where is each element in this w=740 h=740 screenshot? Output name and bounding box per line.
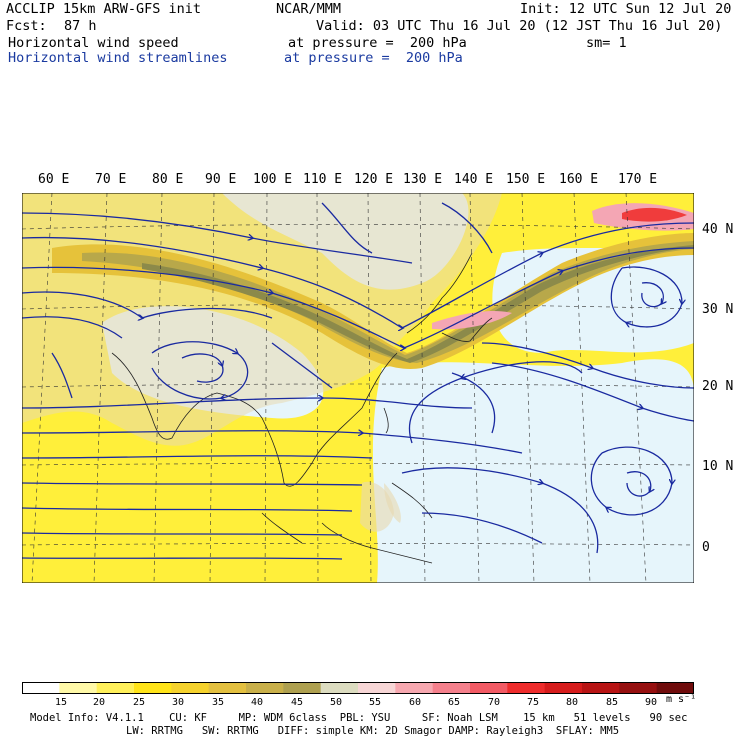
colorbar-tick: 90: [645, 697, 658, 708]
lon-label: 60 E: [38, 172, 70, 187]
valid-time: Valid: 03 UTC Thu 16 Jul 20 (12 JST Thu …: [316, 18, 723, 34]
lon-label: 160 E: [559, 172, 599, 187]
wind-map: [22, 193, 694, 583]
colorbar-tick: 50: [330, 697, 343, 708]
model-title: ACCLIP 15km ARW-GFS init: [6, 1, 202, 17]
colorbar-border: [22, 682, 694, 694]
colorbar-swatch: [507, 682, 546, 694]
colorbar-swatch: [582, 682, 620, 694]
jet-streak-gold: [52, 233, 694, 369]
colorbar-tick: 85: [606, 697, 619, 708]
colorbar-swatch: [656, 682, 694, 694]
colorbar-swatch: [544, 682, 583, 694]
colorbar-tick: 70: [488, 697, 501, 708]
institution: NCAR/MMM: [276, 1, 342, 17]
lat-label: 30 N: [702, 302, 734, 317]
lon-label: 80 E: [152, 172, 184, 187]
colorbar-swatch: [22, 682, 60, 694]
lon-label: 100 E: [253, 172, 293, 187]
wind-speed-colorbar: [22, 682, 694, 694]
lon-label: 150 E: [506, 172, 546, 187]
colorbar-swatch: [619, 682, 658, 694]
lat-label: 40 N: [702, 222, 734, 237]
colorbar-swatch: [171, 682, 210, 694]
colorbar-swatch: [283, 682, 322, 694]
lon-label: 120 E: [354, 172, 394, 187]
lon-label: 70 E: [95, 172, 127, 187]
colorbar-swatch: [208, 682, 247, 694]
land-philippines: [384, 483, 401, 523]
colorbar-swatch: [246, 682, 284, 694]
lon-label: 170 E: [618, 172, 658, 187]
field-wind-speed-level: at pressure = 200 hPa: [288, 35, 467, 51]
field-streamlines: Horizontal wind streamlines: [8, 50, 228, 66]
colorbar-tick: 35: [212, 697, 225, 708]
forecast-hours: 87 h: [64, 18, 97, 34]
lat-label: 10 N: [702, 459, 734, 474]
colorbar-tick: 65: [448, 697, 461, 708]
colorbar-swatch: [470, 682, 508, 694]
field-streamlines-level: at pressure = 200 hPa: [284, 50, 463, 66]
colorbar-tick: 80: [566, 697, 579, 708]
colorbar-tick: 20: [93, 697, 106, 708]
field-wind-speed: Horizontal wind speed: [8, 35, 179, 51]
colorbar-tick: 45: [291, 697, 304, 708]
lon-label: 110 E: [303, 172, 343, 187]
colorbar-tick: 60: [409, 697, 422, 708]
colorbar-tick: 75: [527, 697, 540, 708]
colorbar-tick: 25: [133, 697, 146, 708]
lon-label: 90 E: [205, 172, 237, 187]
colorbar-swatch: [96, 682, 135, 694]
colorbar-tick: 30: [172, 697, 185, 708]
colorbar-tick: 15: [55, 697, 68, 708]
lon-label: 130 E: [403, 172, 443, 187]
colorbar-tick: 55: [369, 697, 382, 708]
smoothing-value: sm= 1: [586, 35, 627, 51]
colorbar-swatch: [432, 682, 471, 694]
init-time: Init: 12 UTC Sun 12 Jul 20: [520, 1, 732, 17]
colorbar-swatch: [320, 682, 359, 694]
colorbar-swatch: [59, 682, 98, 694]
physics-info: LW: RRTMG SW: RRTMG DIFF: simple KM: 2D …: [126, 725, 620, 737]
streamlines: [22, 202, 694, 560]
model-info: Model Info: V4.1.1 CU: KF MP: WDM 6class…: [30, 712, 688, 724]
colorbar-units: m s⁻¹: [666, 694, 697, 705]
lat-label: 20 N: [702, 379, 734, 394]
colorbar-swatch: [395, 682, 434, 694]
jet-core-dark-olive: [142, 245, 694, 363]
colorbar-tick: 40: [251, 697, 264, 708]
lon-label: 140 E: [454, 172, 494, 187]
forecast-label: Fcst:: [6, 18, 47, 34]
wind-max-core: [622, 207, 687, 222]
colorbar-swatch: [134, 682, 172, 694]
calm-region-pacific: [372, 359, 694, 583]
colorbar-swatch: [358, 682, 396, 694]
lat-label: 0: [702, 540, 710, 555]
